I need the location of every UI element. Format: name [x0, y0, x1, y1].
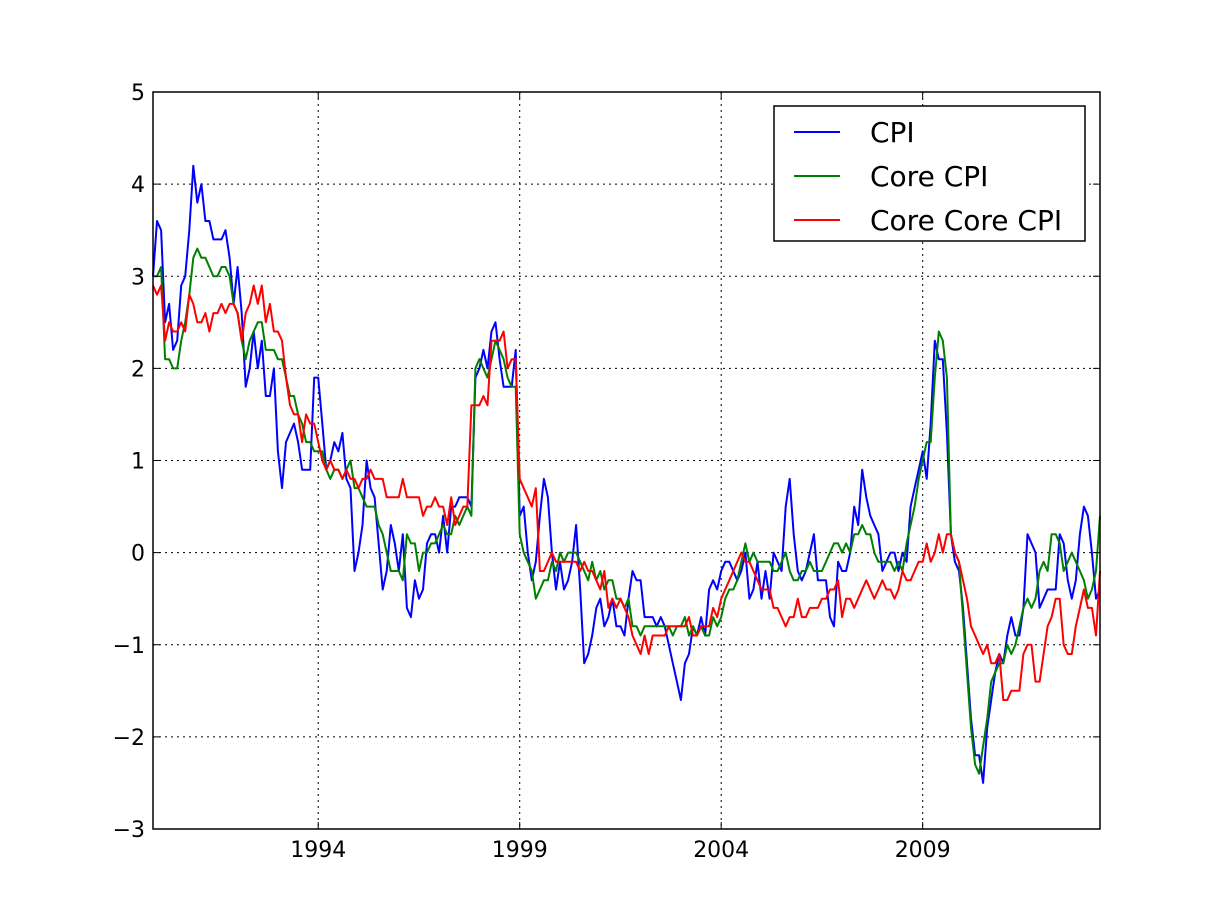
- series-line-core-core-cpi: [152, 284, 1101, 701]
- y-tick-label: 3: [131, 265, 145, 290]
- axis-ticks: 1994 1999 2004 2009 5 4 3 2 1 0 −1 −2 −3: [113, 81, 1100, 863]
- y-tick-label: 5: [131, 81, 145, 106]
- y-tick-label: −1: [113, 634, 145, 659]
- y-tick-label: 1: [131, 450, 145, 475]
- y-tick-label: −3: [113, 818, 145, 843]
- series-line-core-cpi: [153, 247, 1101, 775]
- legend-label: Core Core CPI: [870, 204, 1062, 237]
- series-lines: [152, 164, 1101, 784]
- y-tick-label: −2: [113, 726, 145, 751]
- y-tick-label: 4: [131, 173, 145, 198]
- legend-label: CPI: [870, 116, 915, 149]
- y-tick-label: 2: [131, 357, 145, 382]
- legend: CPI Core CPI Core Core CPI: [773, 105, 1086, 242]
- x-tick-label: 1994: [290, 838, 346, 863]
- legend-box: [773, 105, 1086, 242]
- x-tick-label: 2009: [895, 838, 951, 863]
- legend-label: Core CPI: [870, 160, 988, 193]
- x-tick-label: 1999: [492, 838, 548, 863]
- x-tick-label: 2004: [693, 838, 749, 863]
- y-tick-label: 0: [131, 542, 145, 567]
